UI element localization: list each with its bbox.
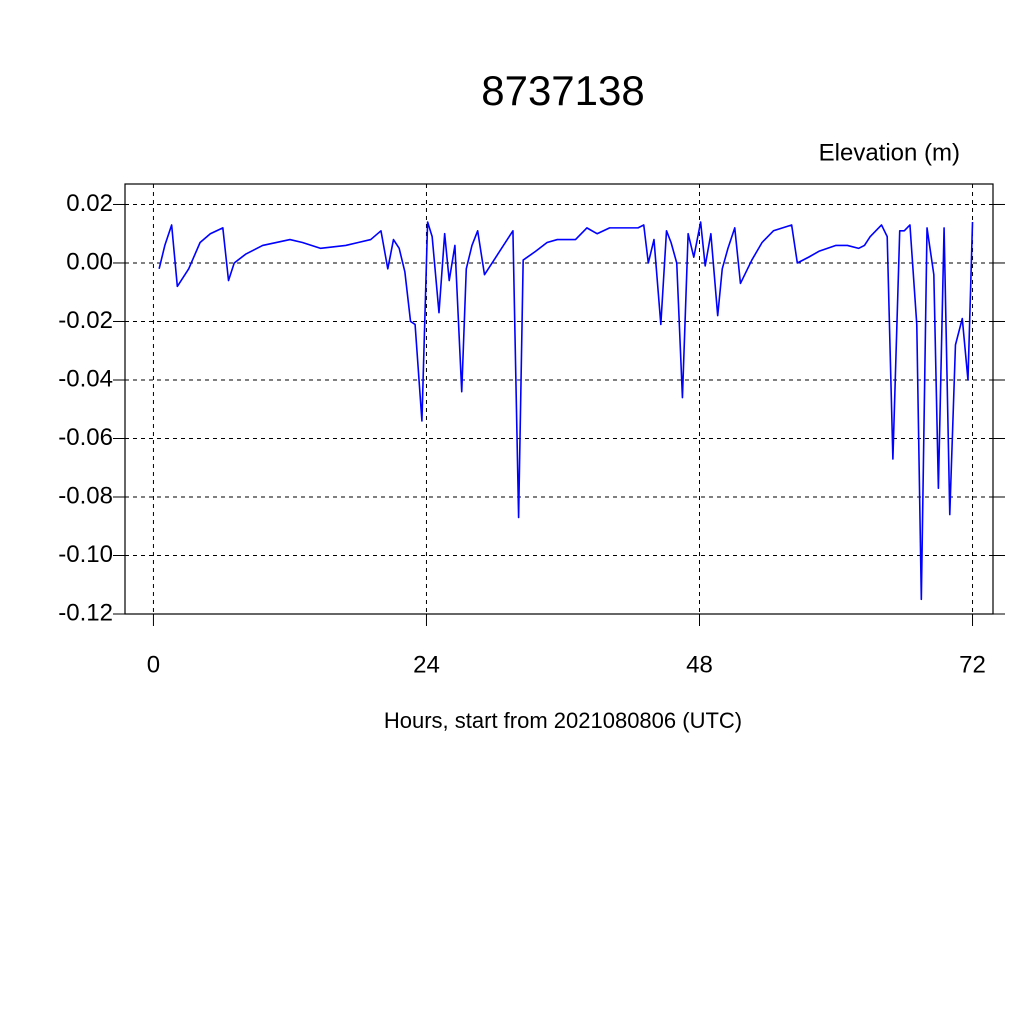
y-tick-label: -0.04 [58,365,113,392]
chart-subtitle: Elevation (m) [819,139,960,166]
y-tick-label: -0.06 [58,424,113,451]
plot-frame [124,183,994,615]
y-tick-label: -0.02 [58,307,113,334]
x-tick-label: 24 [413,651,440,678]
y-tick-label: -0.12 [58,599,113,626]
x-tick-label: 0 [147,651,160,678]
y-tick-label: 0.00 [66,248,113,275]
x-tick-label: 72 [959,651,986,678]
y-tick-label: -0.10 [58,541,113,568]
y-tick-label: -0.08 [58,482,113,509]
y-tick-label: 0.02 [66,190,113,217]
chart-title: 8737138 [481,67,645,114]
x-tick-label: 48 [686,651,713,678]
x-axis-label: Hours, start from 2021080806 (UTC) [384,708,742,733]
series-line [158,221,974,601]
